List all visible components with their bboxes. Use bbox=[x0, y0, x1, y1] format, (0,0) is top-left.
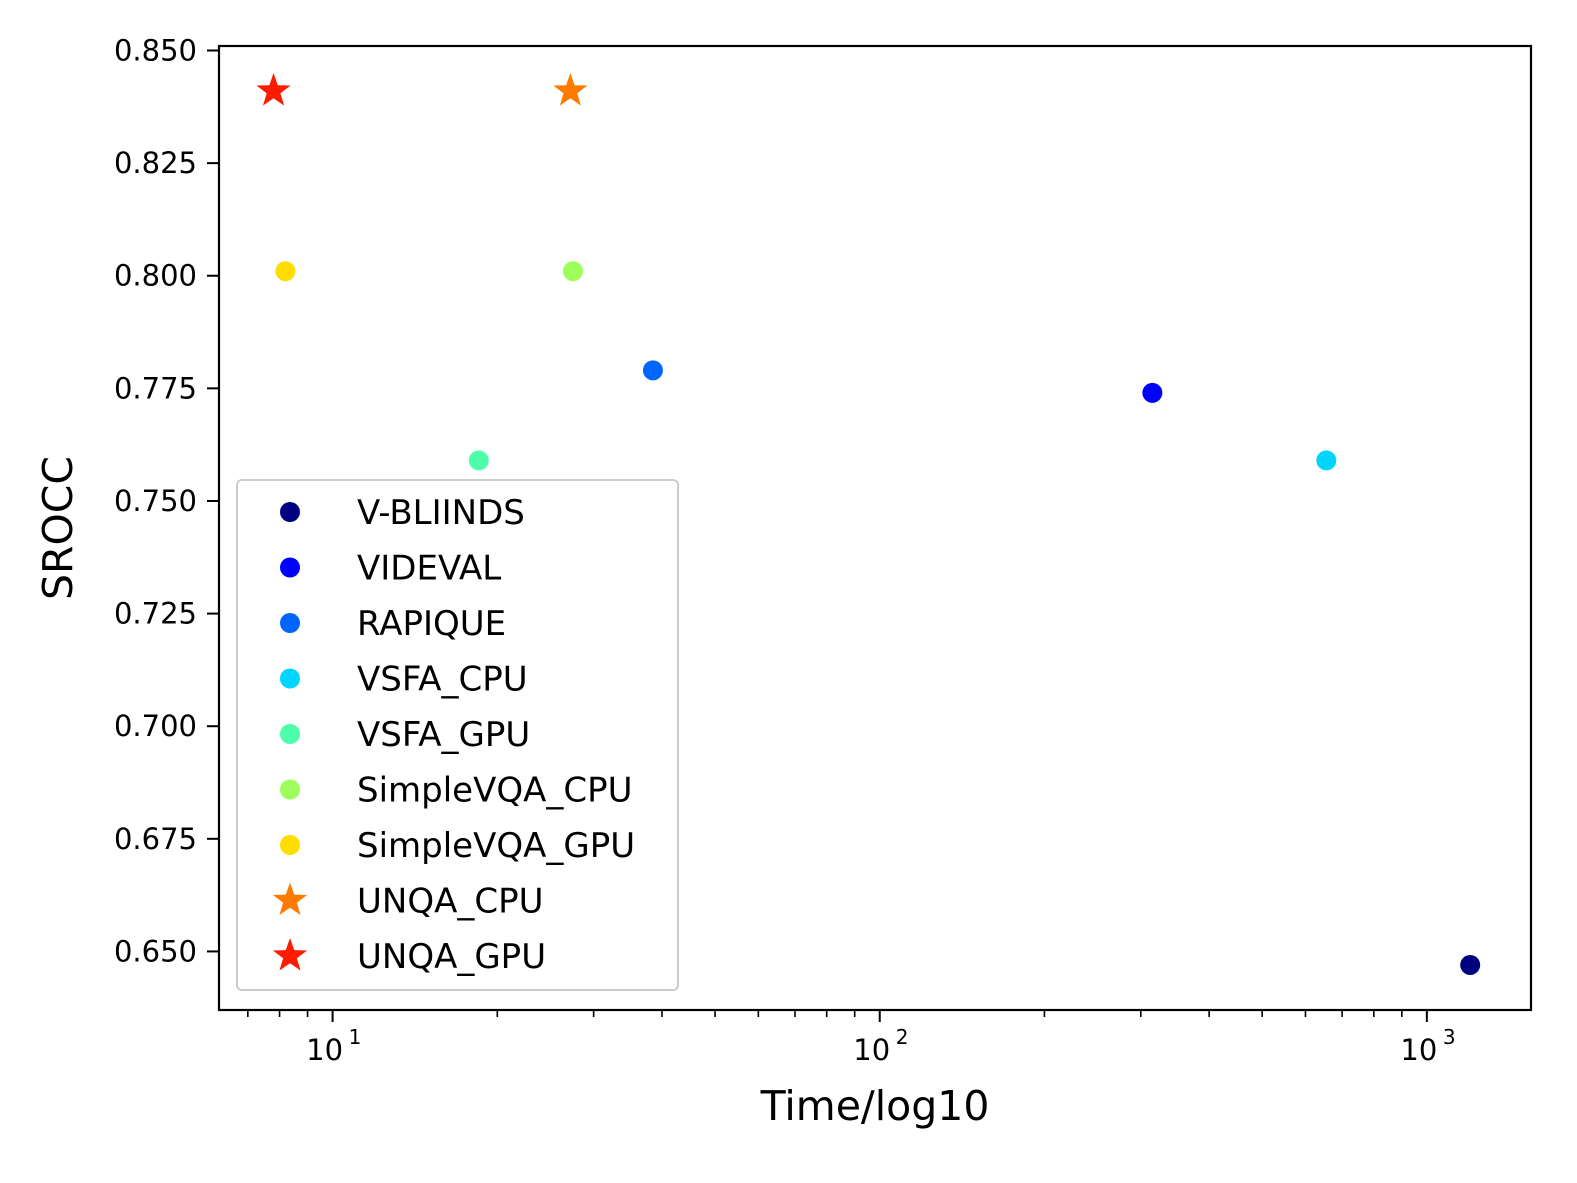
legend-label: SimpleVQA_GPU bbox=[357, 826, 635, 866]
circle-marker-legend-simplevqa-cpu bbox=[280, 779, 300, 800]
legend-label: SimpleVQA_CPU bbox=[357, 771, 633, 811]
legend-items: V-BLIINDS VIDEVAL RAPIQUE VSFA_CPU VSFA_GPU S… bbox=[272, 493, 635, 977]
legend-label: UNQA_CPU bbox=[357, 882, 543, 922]
legend-entry-rapique: RAPIQUE bbox=[280, 604, 506, 644]
y-tick-label: 0.750 bbox=[114, 484, 197, 518]
x-tick-label-exponent: 1 bbox=[349, 1025, 362, 1049]
legend-box bbox=[236, 479, 679, 991]
legend-label: VIDEVAL bbox=[357, 549, 501, 589]
legend-entry-simplevqa-gpu: SimpleVQA_GPU bbox=[280, 826, 635, 866]
legend-entry-simplevqa-cpu: SimpleVQA_CPU bbox=[280, 771, 633, 811]
legend: V-BLIINDS VIDEVAL RAPIQUE VSFA_CPU VSFA_GPU S… bbox=[236, 479, 679, 991]
plot-area-frame bbox=[217, 44, 1533, 1012]
circle-marker-legend-rapique bbox=[280, 613, 300, 633]
circle-marker-legend-simplevqa-gpu bbox=[280, 835, 300, 855]
y-tick-label: 0.725 bbox=[114, 597, 197, 631]
circle-marker-videval bbox=[1142, 382, 1163, 403]
legend-label: RAPIQUE bbox=[357, 604, 506, 644]
y-tick-label: 0.675 bbox=[114, 822, 197, 856]
y-tick-label: 0.825 bbox=[114, 146, 197, 180]
y-tick-label: 0.800 bbox=[114, 259, 197, 293]
data-points bbox=[256, 73, 1481, 975]
circle-marker-simplevqa-cpu bbox=[562, 261, 583, 282]
y-axis-ticks: 0.650 0.675 0.700 0.725 0.750 0.775 0.800 0.825… bbox=[114, 34, 219, 968]
star-marker-legend-unqa-cpu bbox=[272, 882, 308, 916]
circle-marker-v-bliinds bbox=[1460, 954, 1481, 975]
legend-entry-videval: VIDEVAL bbox=[280, 549, 501, 589]
circle-marker-legend-v-bliinds bbox=[280, 502, 300, 522]
y-tick-label: 0.850 bbox=[114, 34, 197, 68]
circle-marker-legend-vsfa-gpu bbox=[280, 724, 300, 744]
legend-label: VSFA_GPU bbox=[357, 715, 530, 755]
x-tick-label-exponent: 2 bbox=[896, 1025, 909, 1049]
legend-entry-v-bliinds: V-BLIINDS bbox=[280, 493, 525, 533]
legend-entry-unqa-cpu: UNQA_CPU bbox=[272, 882, 543, 922]
legend-entry-vsfa-gpu: VSFA_GPU bbox=[280, 715, 530, 755]
star-marker-legend-unqa-gpu bbox=[272, 938, 308, 971]
legend-entry-unqa-gpu: UNQA_GPU bbox=[272, 937, 546, 977]
legend-entry-vsfa-cpu: VSFA_CPU bbox=[280, 660, 528, 700]
circle-marker-rapique bbox=[642, 360, 663, 381]
circle-marker-vsfa-gpu bbox=[468, 450, 489, 471]
circle-marker-legend-videval bbox=[280, 557, 300, 578]
x-tick-label-exponent: 3 bbox=[1443, 1025, 1456, 1049]
star-marker-unqa-cpu bbox=[553, 73, 588, 106]
circle-marker-vsfa-cpu bbox=[1316, 450, 1337, 471]
y-axis-title: SROCC bbox=[34, 456, 82, 600]
x-axis-title: Time/log10 bbox=[760, 1082, 990, 1130]
x-tick-label: 10 bbox=[306, 1033, 343, 1067]
y-tick-label: 0.700 bbox=[114, 709, 197, 743]
legend-label: VSFA_CPU bbox=[357, 660, 528, 700]
x-tick-label: 10 bbox=[1400, 1033, 1437, 1067]
x-axis-ticks: 10 1 10 2 10 3 bbox=[306, 1010, 1456, 1067]
legend-label: V-BLIINDS bbox=[357, 493, 525, 533]
star-marker-unqa-gpu bbox=[256, 73, 291, 106]
x-tick-label: 10 bbox=[853, 1033, 890, 1067]
y-tick-label: 0.650 bbox=[114, 934, 197, 968]
y-tick-label: 0.775 bbox=[114, 371, 197, 405]
legend-label: UNQA_GPU bbox=[357, 937, 546, 977]
x-minor-ticks bbox=[247, 1010, 1403, 1017]
circle-marker-simplevqa-gpu bbox=[275, 261, 296, 282]
circle-marker-legend-vsfa-cpu bbox=[280, 668, 300, 689]
